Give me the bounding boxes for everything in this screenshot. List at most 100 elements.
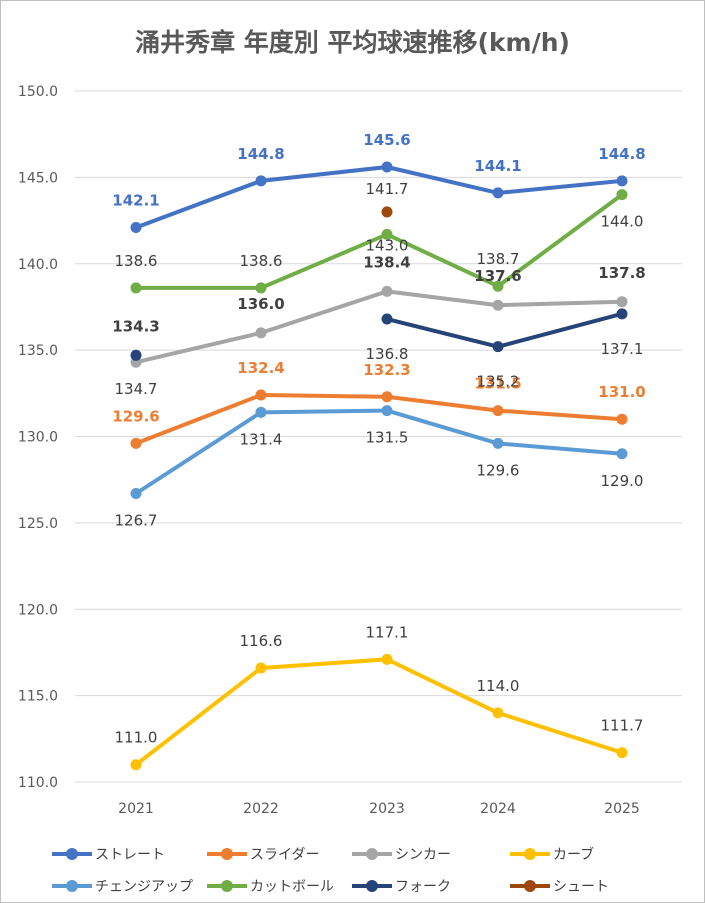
x-tick-label: 2021 (118, 801, 154, 817)
data-point (130, 437, 142, 449)
legend-item: カットボール (207, 876, 334, 896)
data-point (616, 296, 628, 308)
data-point (381, 161, 393, 173)
data-label: 111.0 (115, 729, 158, 747)
x-tick-label: 2022 (243, 801, 279, 817)
data-label: 126.7 (115, 512, 158, 530)
data-label: 131.0 (598, 383, 645, 401)
legend-swatch (52, 878, 92, 894)
data-point (492, 341, 504, 353)
line-chart: 150.0 145.0 140.0 135.0 130.0 125.0 120.0 115.0… (18, 84, 682, 817)
series-line (134, 657, 624, 767)
data-point (381, 313, 393, 325)
data-label: 134.7 (115, 380, 158, 398)
data-point (130, 488, 142, 500)
data-label: 137.1 (601, 340, 644, 358)
legend-label: スライダー (250, 847, 320, 863)
data-label: 129.6 (112, 407, 159, 425)
data-point (381, 391, 393, 403)
data-point (492, 280, 504, 292)
data-label: 138.7 (477, 250, 520, 268)
data-point (616, 308, 628, 320)
data-label: 111.7 (601, 717, 644, 735)
legend-swatch (52, 846, 92, 862)
series-line (134, 408, 624, 496)
data-label: 131.5 (474, 375, 521, 393)
legend-item: シュート (510, 876, 609, 896)
data-label: 137.6 (474, 267, 521, 285)
legend-item: ストレート (52, 844, 165, 864)
y-tick-label: 150.0 (18, 84, 58, 100)
y-tick-label: 130.0 (18, 430, 58, 446)
legend-item: フォーク (352, 876, 451, 896)
x-tick-label: 2023 (369, 801, 405, 817)
data-point (381, 206, 393, 218)
data-point (616, 189, 628, 201)
data-point (492, 437, 504, 449)
data-label: 138.6 (115, 252, 158, 270)
data-label: 144.8 (598, 145, 645, 163)
data-point (492, 187, 504, 199)
data-label: 131.5 (366, 429, 409, 447)
legend-item: チェンジアップ (52, 876, 193, 896)
legend-label: カットボール (250, 879, 334, 895)
y-tick-label: 125.0 (18, 516, 58, 532)
data-label: 129.6 (477, 461, 520, 479)
data-label: 132.3 (363, 361, 410, 379)
y-tick-label: 115.0 (18, 689, 58, 705)
data-point (255, 662, 267, 674)
data-label: 138.6 (240, 252, 283, 270)
data-point (255, 282, 267, 294)
legend-label: フォーク (395, 879, 451, 895)
data-label: 138.4 (363, 253, 410, 271)
data-label: 116.6 (240, 632, 283, 650)
x-tick-label: 2025 (604, 801, 640, 817)
data-point (492, 707, 504, 719)
y-tick-label: 110.0 (18, 775, 58, 791)
legend-label: シュート (553, 879, 609, 895)
data-label: 114.0 (477, 677, 520, 695)
legend-swatch (207, 878, 247, 894)
legend-swatch (352, 846, 392, 862)
legend-label: ストレート (95, 847, 165, 863)
legend-item: カーブ (510, 844, 594, 864)
data-label: 136.0 (237, 295, 284, 313)
data-point (616, 448, 628, 460)
data-point (255, 389, 267, 401)
legend-swatch (207, 846, 247, 862)
data-point (130, 759, 142, 771)
data-point (616, 175, 628, 187)
y-tick-label: 135.0 (18, 343, 58, 359)
chart-title: 涌井秀章 年度別 平均球速推移(km/h) (135, 28, 570, 57)
data-point (381, 285, 393, 297)
data-label: 137.8 (598, 264, 645, 282)
legend-swatch (352, 878, 392, 894)
series-line (385, 311, 624, 349)
y-tick-label: 120.0 (18, 602, 58, 618)
data-label: 144.8 (237, 145, 284, 163)
legend-item: スライダー (207, 844, 319, 864)
x-tick-label: 2024 (480, 801, 516, 817)
data-label: 135.2 (477, 373, 520, 391)
data-point (381, 228, 393, 240)
data-point (130, 221, 142, 233)
data-point (255, 406, 267, 418)
legend-label: シンカー (395, 847, 451, 863)
data-point (492, 405, 504, 417)
data-point (616, 747, 628, 759)
legend-swatch (510, 878, 550, 894)
data-label: 134.3 (112, 317, 159, 335)
data-point (130, 282, 142, 294)
data-label: 144.0 (601, 213, 644, 231)
data-label: 129.0 (601, 472, 644, 490)
legend-item: シンカー (352, 844, 451, 864)
y-tick-label: 140.0 (18, 257, 58, 273)
data-label: 117.1 (366, 623, 409, 641)
data-point (492, 299, 504, 311)
data-point (255, 327, 267, 339)
legend-label: チェンジアップ (95, 879, 193, 895)
data-label: 131.4 (240, 430, 283, 448)
data-label: 143.0 (366, 236, 409, 254)
legend-label: カーブ (553, 847, 595, 863)
data-label: 132.4 (237, 359, 284, 377)
